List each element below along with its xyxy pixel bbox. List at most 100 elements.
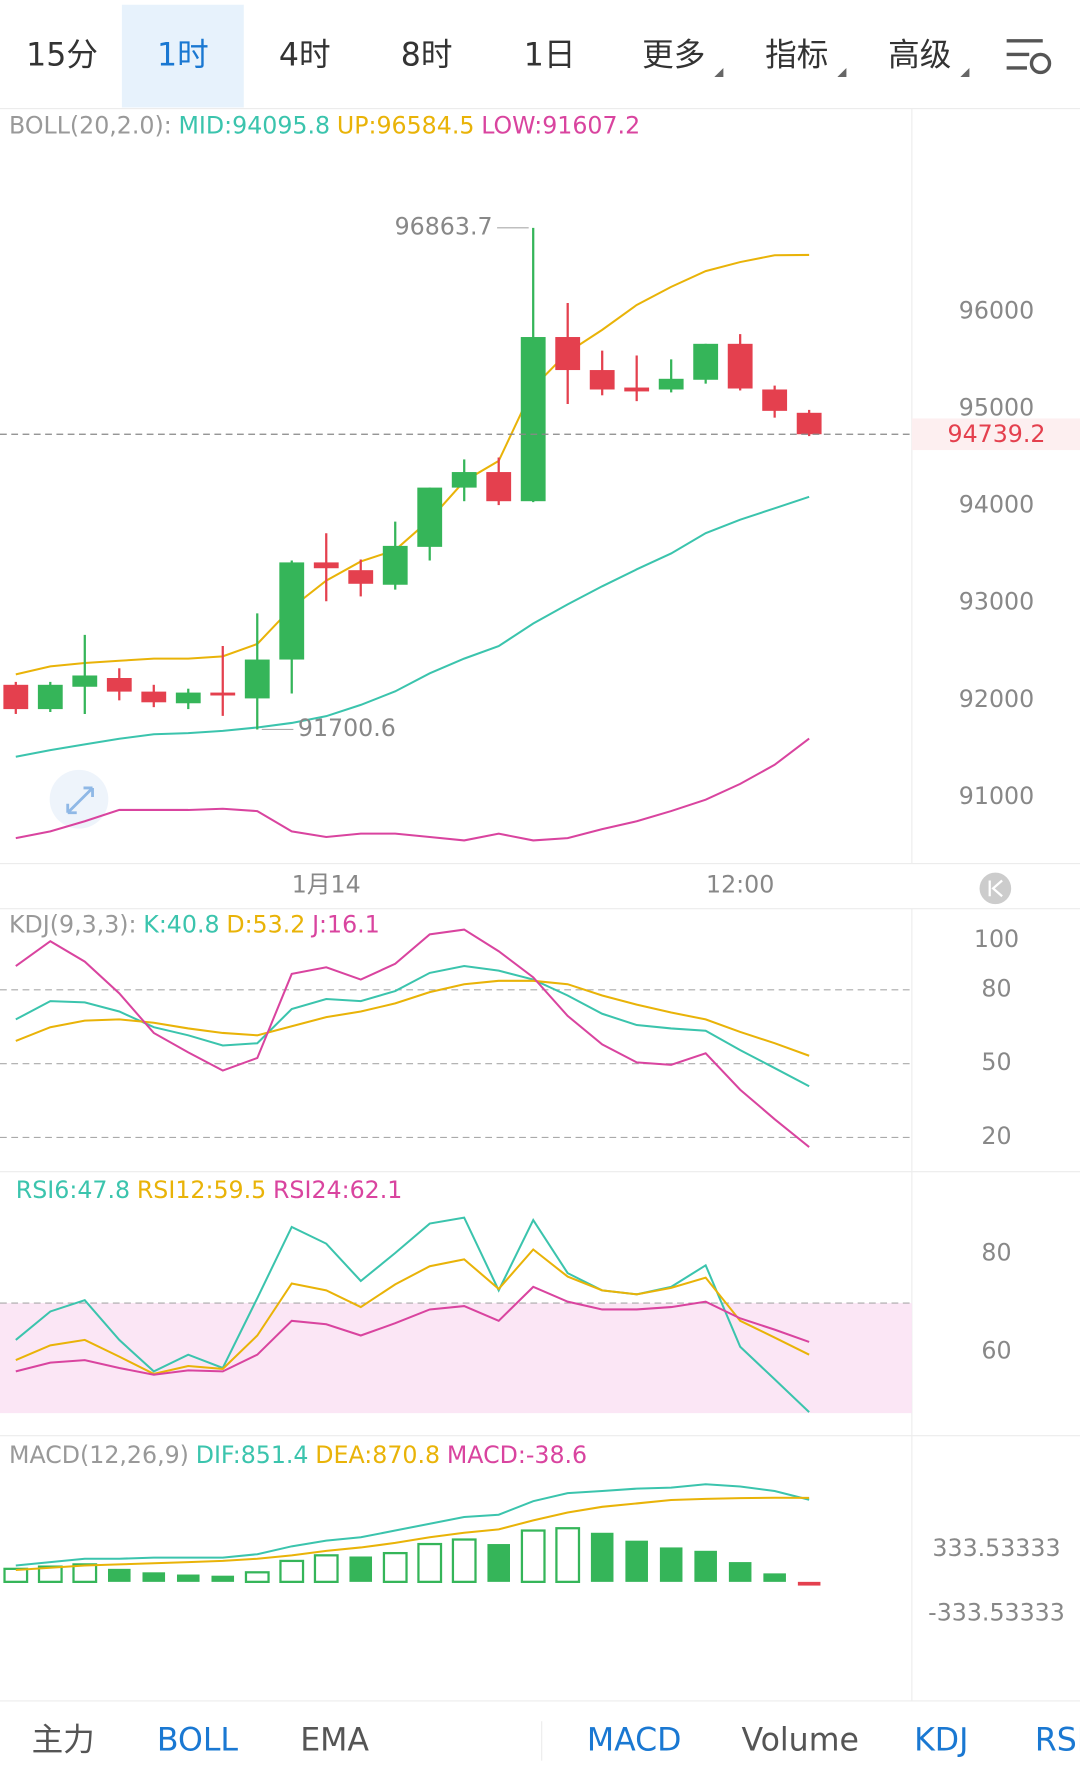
candle-body [762,389,788,411]
legend-item: K:40.8 [143,910,219,938]
legend-item: MID:94095.8 [178,111,330,139]
macd-bar [211,1575,235,1582]
macd-bar [520,1529,546,1583]
candle-body [37,684,63,710]
y-tick-label: 20 [981,1122,1011,1150]
candle-body [589,370,615,390]
macd-bar [142,1572,166,1582]
macd-bar [728,1562,752,1582]
macd-bar [590,1532,614,1582]
tab[interactable]: 8时 [401,38,453,74]
candle-body [796,412,822,435]
y-tick-label: 91000 [959,782,1034,810]
tab[interactable]: 1时 [157,38,209,74]
x-tick-label: 1月14 [292,871,361,899]
legend: RSI6:47.8 RSI12:59.5 RSI24:62.1 [16,1175,403,1203]
legend: BOLL(20,2.0): MID:94095.8 UP:96584.5 LOW:91… [9,111,640,139]
y-tick-label: 93000 [959,588,1034,616]
y-tick-label: 92000 [959,685,1034,713]
candle-body [451,472,477,488]
tab[interactable]: 1日 [524,38,576,74]
macd-bar [3,1567,29,1583]
y-tick-label: 80 [981,974,1011,1002]
line [15,495,810,758]
macd-bar [279,1559,305,1583]
bottom-tab[interactable]: MACD [587,1723,682,1759]
tab[interactable]: 更多 [642,38,705,74]
line [15,964,810,1088]
tab[interactable]: 高级 [888,38,951,74]
y-tick-label: 80 [981,1238,1011,1266]
legend: KDJ(9,3,3): K:40.8 D:53.2 J:16.1 [9,910,380,938]
legend-item: RSI24:62.1 [273,1175,402,1203]
legend-title: MACD(12,26,9) [9,1441,189,1469]
bottom-tab[interactable]: EMA [300,1723,369,1759]
bottom-tab[interactable]: 主力 [32,1723,95,1759]
legend-title: KDJ(9,3,3): [9,910,137,938]
bottom-tab[interactable]: BOLL [157,1723,239,1759]
legend-item: UP:96584.5 [337,111,475,139]
macd-bar [349,1556,373,1582]
y-tick-label: 94000 [959,491,1034,519]
legend-item: J:16.1 [310,910,380,938]
reset-icon[interactable] [979,872,1012,905]
macd-bar [694,1550,717,1582]
candle-body [520,337,546,502]
line [15,1483,810,1567]
separators [0,108,1080,1761]
candle-body [141,691,167,703]
candle-body [244,659,270,699]
legend-title: BOLL(20,2.0): [9,111,172,139]
bottom-tab[interactable]: Volume [741,1723,858,1759]
y-tick-label: 60 [981,1337,1011,1365]
macd-bar [659,1547,683,1582]
expand-icon[interactable] [49,769,109,829]
line [15,979,810,1057]
annotation: 91700.6 [298,714,396,742]
bottom-tab[interactable]: RSI [1035,1723,1080,1759]
y-tick-label: 96000 [959,296,1034,324]
candle-body [727,343,753,389]
candle-body [417,487,443,547]
candle-body [175,692,201,704]
legend-item: RSI6:47.8 [16,1175,130,1203]
line [15,1496,810,1572]
line [15,737,810,842]
y-tick-label: 100 [974,925,1019,953]
line [15,1248,810,1375]
candle-body [555,337,581,371]
macd-bar [244,1571,270,1583]
legend-item: LOW:91607.2 [481,111,640,139]
macd-bar [176,1574,200,1582]
tab[interactable]: 指标 [765,38,828,74]
y-tick-label: 333.53333 [932,1534,1060,1562]
macd-bar [555,1527,581,1583]
line [15,1216,810,1413]
macd-bar [451,1538,477,1583]
tab[interactable]: 15分 [26,38,98,74]
candle-body [486,472,512,502]
candle-body [3,684,29,710]
legend-item: MACD:-38.6 [447,1441,587,1469]
bottom-tab[interactable]: KDJ [914,1723,968,1759]
legend-item: DIF:851.4 [196,1441,309,1469]
macd-bar [313,1554,339,1583]
macd-bar [382,1551,408,1583]
candle-body [658,378,684,390]
settings-icon[interactable] [1006,39,1052,75]
tab[interactable]: 4时 [279,38,331,74]
price-tag [911,418,1080,451]
legend: MACD(12,26,9) DIF:851.4 DEA:870.8 MACD:-38.… [9,1441,587,1469]
macd-bar [72,1563,98,1583]
macd-bar [487,1544,510,1582]
macd-bar [797,1581,821,1586]
legend-item: DEA:870.8 [315,1441,440,1469]
macd-bar [625,1540,648,1582]
tab-highlight [121,4,244,108]
x-tick-label: 12:00 [706,871,774,899]
candle-body [106,678,132,692]
annotation: 96863.7 [395,212,493,240]
legend-item: D:53.2 [226,910,305,938]
y-tick-label: 50 [981,1048,1011,1076]
candle-body [693,343,719,380]
